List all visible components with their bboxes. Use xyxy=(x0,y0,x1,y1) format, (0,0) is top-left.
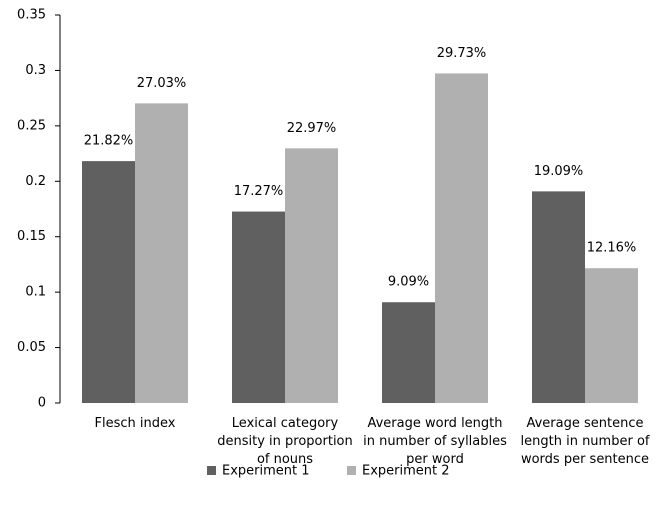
y-tick-label: 0.25 xyxy=(17,118,46,133)
bar xyxy=(285,148,338,403)
value-label: 12.16% xyxy=(587,241,637,256)
x-tick-label: Average sentence length in number of wor… xyxy=(520,416,650,467)
legend-label: Experiment 2 xyxy=(362,464,450,479)
y-tick-label: 0.2 xyxy=(25,174,46,189)
legend-swatch xyxy=(347,466,356,475)
x-tick-label: Lexical category density in proportion o… xyxy=(217,416,353,467)
bar xyxy=(532,191,585,403)
bar xyxy=(135,103,188,403)
bar xyxy=(232,211,285,403)
y-tick-label: 0.05 xyxy=(17,340,46,355)
value-label: 22.97% xyxy=(287,121,337,136)
bar xyxy=(435,73,488,403)
value-label: 29.73% xyxy=(437,46,487,61)
value-label: 27.03% xyxy=(137,76,187,91)
y-tick-label: 0.35 xyxy=(17,8,46,23)
y-tick-label: 0.15 xyxy=(17,229,46,244)
bar xyxy=(382,302,435,403)
value-label: 9.09% xyxy=(388,275,429,290)
bar xyxy=(82,161,135,403)
value-label: 19.09% xyxy=(534,164,584,179)
x-tick-label: Average word length in number of syllabl… xyxy=(363,416,507,467)
legend-label: Experiment 1 xyxy=(222,464,310,479)
y-tick-label: 0.3 xyxy=(25,63,46,78)
y-tick-label: 0 xyxy=(38,396,46,411)
value-label: 21.82% xyxy=(84,134,134,149)
legend-swatch xyxy=(207,466,216,475)
bar xyxy=(585,268,638,403)
y-tick-label: 0.1 xyxy=(25,285,46,300)
value-label: 17.27% xyxy=(234,184,284,199)
x-tick-label: Flesch index xyxy=(94,416,176,431)
